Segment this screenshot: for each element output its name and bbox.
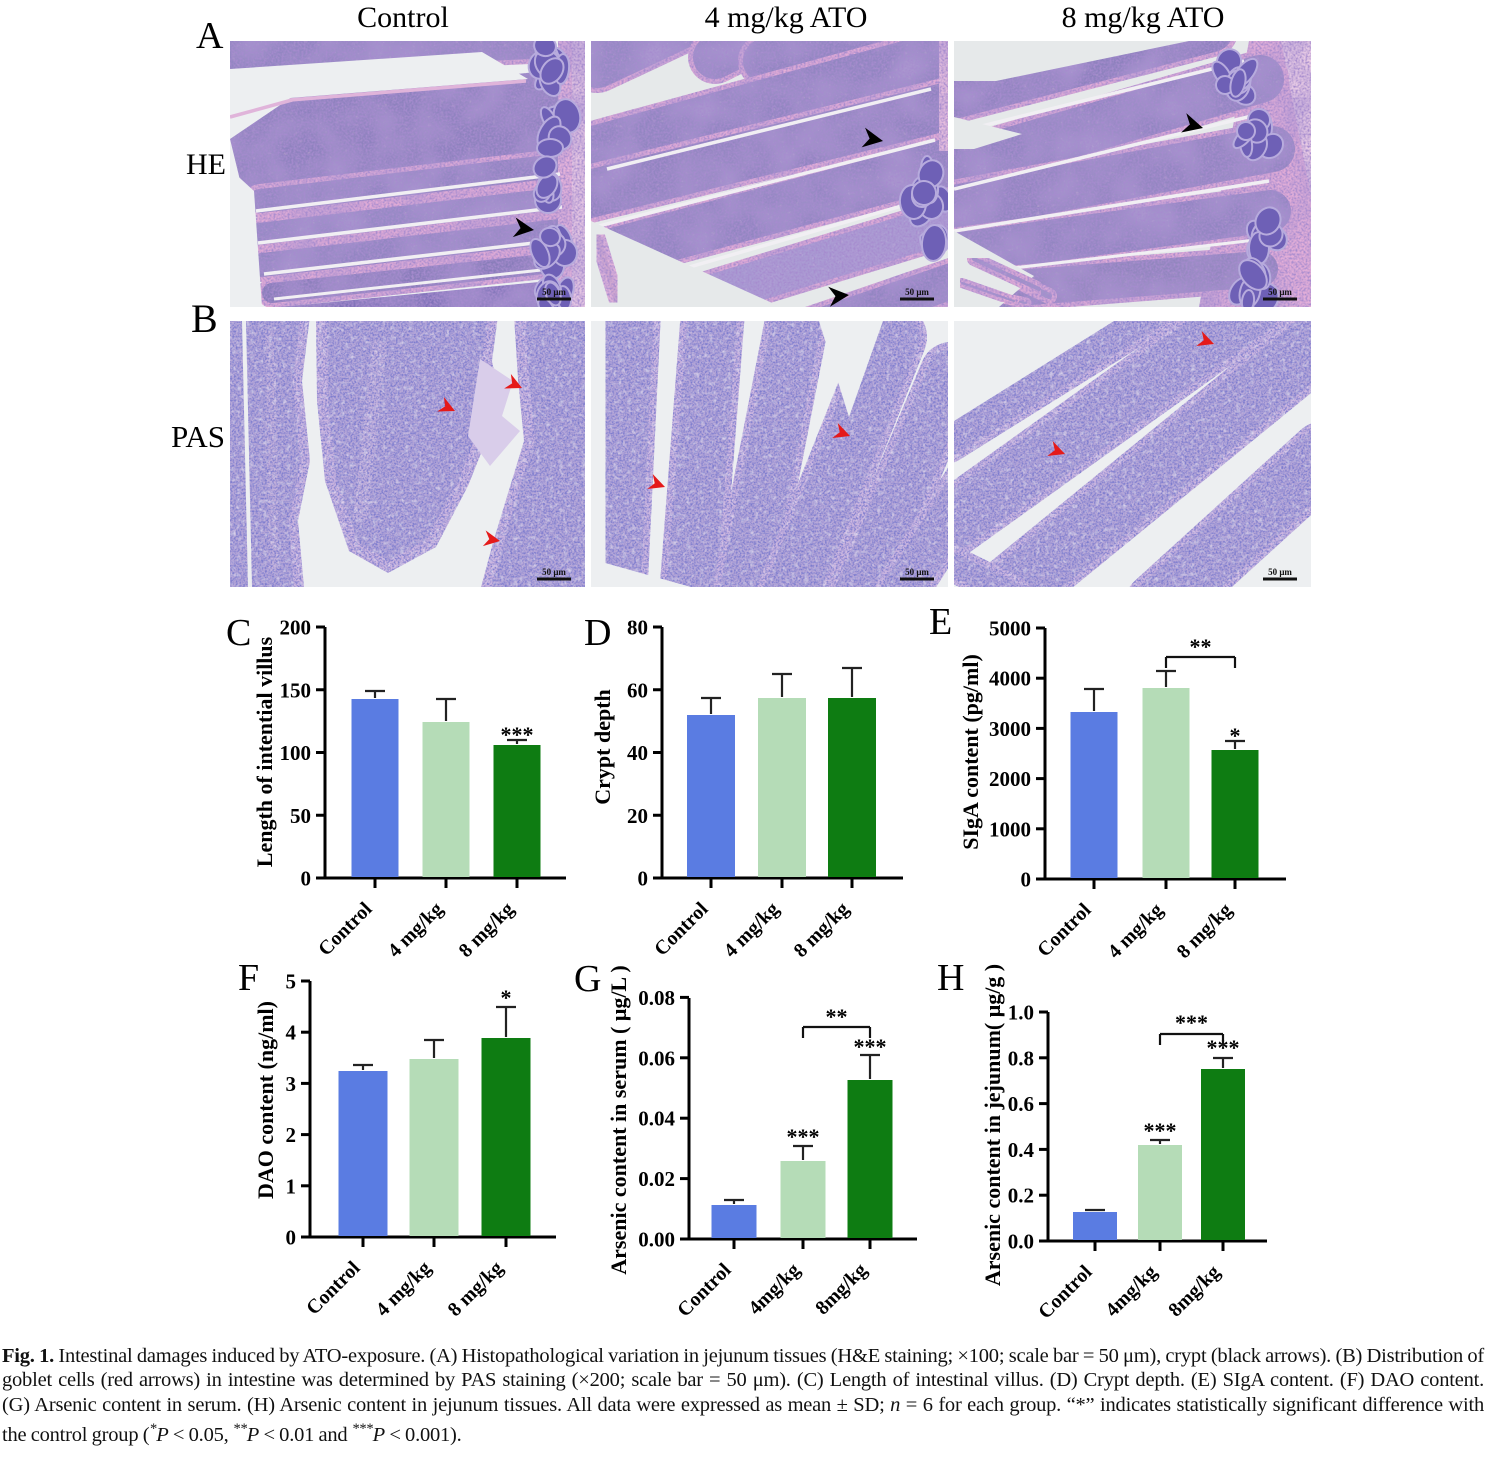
- svg-text:Arsenic content in serum ( μg: Arsenic content in serum ( μg/L ): [606, 965, 631, 1274]
- svg-text:2: 2: [286, 1123, 297, 1147]
- svg-text:**: **: [1190, 634, 1212, 659]
- svg-text:***: ***: [1175, 1010, 1208, 1035]
- svg-text:DAO content (ng/ml): DAO content (ng/ml): [253, 1001, 278, 1199]
- svg-text:40: 40: [627, 741, 648, 765]
- svg-text:4: 4: [286, 1021, 297, 1045]
- svg-text:0.02: 0.02: [638, 1167, 675, 1191]
- svg-text:5: 5: [286, 970, 297, 994]
- svg-text:50: 50: [290, 804, 311, 828]
- svg-text:B: B: [191, 296, 218, 341]
- svg-text:50 μm: 50 μm: [905, 567, 929, 577]
- svg-text:8 mg/kg: 8 mg/kg: [455, 898, 519, 962]
- svg-text:*: *: [501, 985, 512, 1010]
- svg-text:Control: Control: [314, 898, 377, 961]
- svg-text:Control: Control: [1033, 899, 1096, 962]
- svg-text:***: ***: [1144, 1118, 1177, 1143]
- svg-text:8 mg/kg ATO: 8 mg/kg ATO: [1062, 1, 1225, 34]
- svg-text:Control: Control: [302, 1257, 365, 1320]
- svg-text:Length of intential villus: Length of intential villus: [252, 636, 277, 867]
- svg-text:8 mg/kg: 8 mg/kg: [790, 898, 854, 962]
- svg-text:8 mg/kg: 8 mg/kg: [1173, 899, 1237, 963]
- svg-text:0.2: 0.2: [1008, 1184, 1034, 1208]
- svg-text:0.06: 0.06: [638, 1046, 675, 1070]
- svg-text:80: 80: [627, 616, 648, 640]
- svg-text:0: 0: [638, 867, 649, 891]
- svg-text:F: F: [238, 957, 259, 999]
- svg-text:Control: Control: [357, 1, 449, 34]
- svg-text:4 mg/kg ATO: 4 mg/kg ATO: [705, 1, 868, 34]
- svg-text:***: ***: [787, 1124, 820, 1149]
- svg-text:Control: Control: [650, 898, 713, 961]
- svg-text:A: A: [196, 15, 224, 57]
- svg-text:3: 3: [286, 1072, 297, 1096]
- svg-text:8mg/kg: 8mg/kg: [811, 1259, 871, 1319]
- svg-text:50 μm: 50 μm: [905, 287, 929, 297]
- svg-text:D: D: [584, 612, 611, 654]
- svg-text:4 mg/kg: 4 mg/kg: [384, 898, 448, 962]
- svg-text:4 mg/kg: 4 mg/kg: [1104, 899, 1168, 963]
- svg-text:0.04: 0.04: [638, 1107, 675, 1131]
- svg-text:8 mg/kg: 8 mg/kg: [444, 1257, 508, 1321]
- svg-text:150: 150: [280, 678, 312, 702]
- svg-text:***: ***: [854, 1034, 887, 1059]
- svg-text:Control: Control: [1034, 1261, 1097, 1324]
- svg-text:0.00: 0.00: [638, 1228, 675, 1252]
- svg-text:Arsenic content in jejunum(: Arsenic content in jejunum( μg/g ): [980, 964, 1005, 1286]
- svg-text:60: 60: [627, 678, 648, 702]
- svg-text:0.8: 0.8: [1008, 1046, 1034, 1070]
- svg-text:50 μm: 50 μm: [542, 287, 566, 297]
- svg-text:Crypt depth: Crypt depth: [590, 689, 615, 805]
- svg-text:*: *: [1230, 723, 1241, 748]
- svg-text:SIgA content (pg/ml): SIgA content (pg/ml): [958, 654, 983, 850]
- svg-text:0: 0: [286, 1226, 297, 1250]
- svg-text:50 μm: 50 μm: [542, 567, 566, 577]
- svg-text:0.08: 0.08: [638, 986, 675, 1010]
- svg-text:HE: HE: [186, 148, 226, 181]
- svg-text:4mg/kg: 4mg/kg: [744, 1259, 804, 1319]
- svg-text:1000: 1000: [989, 817, 1031, 841]
- svg-text:C: C: [226, 612, 251, 654]
- svg-text:2000: 2000: [989, 767, 1031, 791]
- svg-text:8mg/kg: 8mg/kg: [1164, 1261, 1224, 1321]
- svg-text:3000: 3000: [989, 717, 1031, 741]
- svg-text:1: 1: [286, 1174, 297, 1198]
- svg-text:200: 200: [280, 616, 312, 640]
- svg-text:4 mg/kg: 4 mg/kg: [372, 1257, 436, 1321]
- svg-text:0.6: 0.6: [1008, 1092, 1034, 1116]
- svg-text:0.4: 0.4: [1008, 1138, 1035, 1162]
- svg-text:***: ***: [501, 722, 534, 747]
- svg-text:100: 100: [280, 741, 312, 765]
- svg-text:50 μm: 50 μm: [1268, 287, 1292, 297]
- svg-text:5000: 5000: [989, 617, 1031, 641]
- svg-text:4000: 4000: [989, 667, 1031, 691]
- svg-text:Control: Control: [673, 1259, 736, 1322]
- svg-text:50 μm: 50 μm: [1268, 567, 1292, 577]
- svg-text:0: 0: [301, 867, 312, 891]
- svg-text:PAS: PAS: [171, 419, 225, 454]
- svg-text:0: 0: [1021, 868, 1032, 892]
- svg-text:20: 20: [627, 804, 648, 828]
- svg-text:G: G: [574, 958, 601, 1000]
- svg-text:1.0: 1.0: [1008, 1001, 1034, 1025]
- svg-text:4mg/kg: 4mg/kg: [1101, 1261, 1161, 1321]
- svg-text:4 mg/kg: 4 mg/kg: [720, 898, 784, 962]
- svg-text:**: **: [826, 1004, 848, 1029]
- svg-text:E: E: [929, 601, 952, 643]
- svg-text:H: H: [937, 957, 964, 999]
- svg-text:0.0: 0.0: [1008, 1230, 1034, 1254]
